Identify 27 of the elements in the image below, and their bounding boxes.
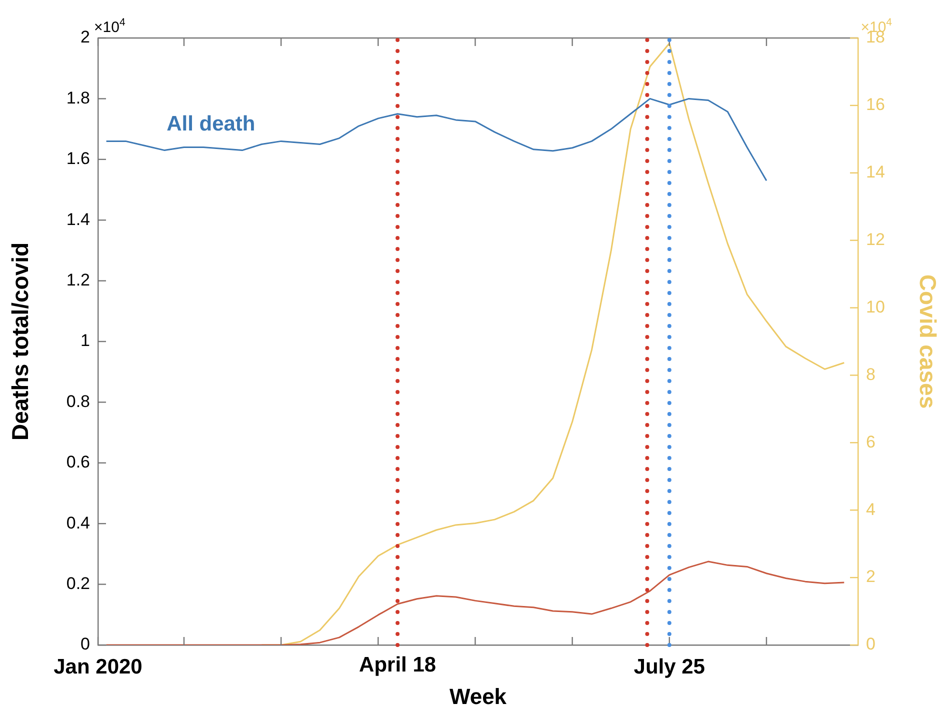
y2-tick-label: 0 [866,634,876,654]
y2-tick-label: 6 [866,432,876,452]
y-tick-label: 1.4 [66,210,90,229]
y-tick-label: 0.8 [66,392,90,411]
y-tick-label: 0 [80,634,90,654]
y-tick-label: 1.6 [66,149,90,168]
y2-tick-label: 14 [866,162,885,182]
x-axis-title: Week [449,684,508,709]
x-tick-label: July 25 [634,655,706,678]
y2-tick-label: 2 [866,567,876,586]
y-tick-label: 1.2 [66,270,90,290]
ref-line-label: April 18 [359,653,436,676]
series-label: All death [166,112,256,136]
y2-axis-title: Covid cases [914,274,941,409]
y-tick-label: 1.8 [66,88,90,108]
y-tick-label: 1 [80,331,90,350]
y2-tick-label: 8 [866,364,876,384]
y2-tick-label: 4 [866,500,876,519]
y2-tick-label: 12 [866,230,885,250]
y2-tick-label: 16 [866,95,885,114]
y-tick-label: 0.6 [66,452,90,472]
y-axis-title: Deaths total/covid [7,242,34,441]
y-tick-label: 0.4 [66,513,90,532]
x-tick-label: Jan 2020 [54,655,142,678]
y-tick-label: 2 [80,28,90,47]
y2-tick-label: 10 [866,297,885,316]
y-tick-label: 0.2 [66,574,90,593]
